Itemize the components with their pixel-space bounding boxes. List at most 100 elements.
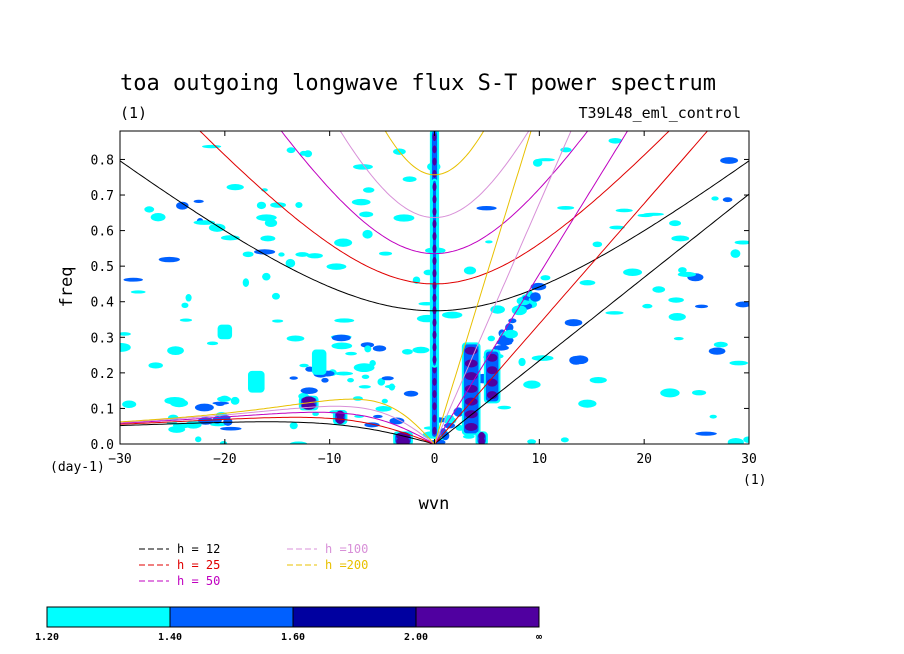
colorbar-segment: [46, 606, 171, 628]
rossby-wave-curve: [120, 405, 435, 444]
power-contour-blob: [167, 346, 184, 356]
inertia-gravity-curve: [120, 160, 749, 312]
power-contour-blob: [709, 414, 717, 419]
power-contour-blob: [242, 278, 250, 287]
power-contour-blob: [463, 266, 477, 275]
power-contour-blob: [130, 290, 146, 294]
power-contour-blob: [179, 318, 193, 322]
power-contour-blob: [359, 211, 374, 218]
power-contour-core: [432, 169, 437, 178]
power-contour-blob: [272, 319, 284, 323]
y-tick-label: 0.3: [91, 331, 114, 346]
power-contour-blob: [289, 422, 298, 430]
power-contour-blob: [373, 414, 383, 419]
power-contour-blob: [120, 342, 131, 352]
power-contour-blob: [331, 334, 351, 342]
power-contour-blob: [490, 305, 505, 314]
rossby-wave-curve: [120, 411, 435, 444]
power-contour-blob: [609, 225, 625, 230]
power-contour-blob: [358, 385, 371, 389]
power-contour-blob: [536, 158, 555, 162]
power-contour-blob: [668, 297, 684, 303]
power-contour-blob: [202, 144, 222, 149]
power-contour-core: [486, 353, 498, 362]
power-contour-blob: [208, 223, 226, 232]
power-contour-blob: [242, 251, 254, 258]
power-contour-blob: [260, 235, 276, 242]
power-contour-blob: [220, 426, 242, 431]
power-contour-blob: [334, 371, 354, 376]
power-contour-blob: [678, 267, 687, 274]
power-contour-blob: [523, 380, 541, 389]
power-contour-core: [335, 415, 345, 424]
power-contour-core: [432, 232, 437, 241]
power-contour-blob: [669, 220, 682, 227]
rossby-wave-curve: [120, 398, 435, 444]
y-tick-label: 0.0: [91, 438, 114, 453]
power-contour-blob: [285, 258, 296, 268]
power-contour-blob: [677, 271, 696, 278]
power-contour-core: [486, 366, 498, 375]
power-contour-blob: [487, 335, 496, 342]
power-contour-blob: [144, 206, 155, 213]
power-contour-blob: [372, 345, 387, 352]
power-contour-blob: [299, 363, 309, 368]
power-contour-blob: [673, 336, 684, 341]
power-contour-region: [249, 372, 263, 391]
power-contour-blob: [289, 376, 298, 380]
power-contour-blob: [711, 196, 719, 201]
power-contour-blob: [375, 406, 392, 412]
power-contour-blob: [170, 398, 189, 408]
power-contour-blob: [518, 357, 526, 367]
power-contour-blob: [695, 431, 717, 436]
power-contour-core: [432, 390, 437, 399]
x-axis-label: wvn: [419, 494, 450, 514]
power-contour-blob: [389, 417, 405, 425]
y-tick-label: 0.1: [91, 402, 114, 417]
power-contour-blob: [589, 376, 607, 384]
rossby-wave-curve: [120, 421, 435, 444]
y-tick-label: 0.6: [91, 225, 114, 240]
power-contour-blob: [185, 420, 202, 429]
power-contour-blob: [122, 400, 137, 409]
legend-label: h = 12: [177, 542, 220, 556]
kelvin-wave-curve: [434, 131, 709, 444]
power-contour-core: [464, 359, 478, 368]
x-tick-label: 20: [636, 452, 652, 467]
power-contour-blob: [652, 286, 666, 293]
power-contour-core: [432, 426, 437, 435]
power-contour-blob: [226, 184, 244, 191]
power-contour-blob: [623, 268, 643, 277]
power-contour-blob: [734, 240, 749, 245]
inertia-gravity-curve: [339, 131, 530, 219]
power-contour-blob: [730, 249, 741, 258]
power-contour-blob: [402, 176, 417, 182]
power-contour-blob: [306, 253, 323, 259]
power-contour-core: [432, 343, 437, 352]
power-contour-blob: [384, 385, 396, 389]
power-contour-blob: [508, 318, 517, 324]
power-contour-region: [485, 351, 499, 402]
power-contour-blob: [564, 319, 583, 327]
power-contour-blob: [194, 403, 214, 412]
power-contour-blob: [362, 229, 373, 239]
power-contour-blob: [569, 355, 583, 365]
power-contour-blob: [660, 388, 680, 398]
power-contour-blob: [727, 437, 744, 444]
colorbar-segment: [292, 606, 417, 628]
power-contour-core: [432, 244, 437, 253]
power-contour-blob: [377, 378, 386, 386]
power-contour-blob: [361, 374, 370, 379]
power-contour-blob: [321, 377, 329, 383]
x-tick-label: −20: [213, 452, 236, 467]
colorbar-segment: [169, 606, 294, 628]
power-contour-core: [432, 281, 437, 290]
power-contour-core: [432, 377, 437, 386]
colorbar-label: 1.20: [35, 632, 59, 643]
power-contour-blob: [326, 263, 347, 270]
y-tick-label: 0.2: [91, 367, 114, 382]
power-contour-blob: [668, 312, 686, 321]
power-contour-blob: [120, 332, 131, 336]
power-contour-blob: [123, 277, 143, 282]
power-contour-blob: [412, 346, 430, 354]
